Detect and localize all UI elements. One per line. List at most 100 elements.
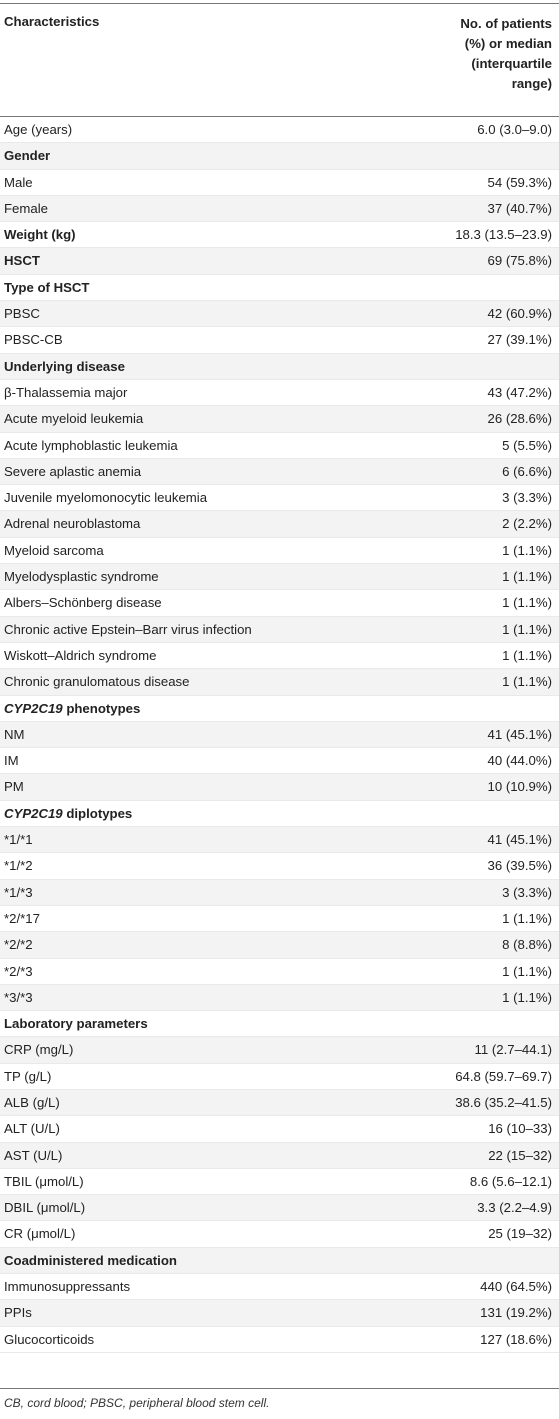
row-label: Wiskott–Aldrich syndrome [4,647,157,663]
table-body: Age (years) 6.0 (3.0–9.0) Gender Male 54 (59… [0,117,559,1353]
row-label: *1/*3 [4,884,33,900]
table-top-rule [0,3,559,4]
table-section-row: Weight (kg) 18.3 (13.5–23.9) [0,222,559,249]
table-section-row: Laboratory parameters [0,1011,559,1038]
row-label: TP (g/L) [4,1068,52,1084]
table-row: Severe aplastic anemia 6 (6.6%) [0,458,559,486]
row-value: 1 (1.1%) [502,674,552,690]
row-label: NM [4,726,25,742]
table-row: TBIL (μmol/L) 8.6 (5.6–12.1) [0,1169,559,1196]
table-row: Glucocorticoids 127 (18.6%) [0,1327,559,1353]
header-rule [0,116,559,117]
table-row: CRP (mg/L) 11 (2.7–44.1) [0,1037,559,1064]
row-value: 1 (1.1%) [502,569,552,585]
row-label: *2/*2 [4,937,33,953]
row-value: 3 (3.3%) [502,884,552,900]
row-label: Juvenile myelomonocytic leukemia [4,490,208,506]
table-section-row: Coadministered medication [0,1247,559,1275]
table-row: AST (U/L) 22 (15–32) [0,1142,559,1169]
table-row: Myelodysplastic syndrome 1 (1.1%) [0,564,559,591]
row-value: 131 (19.2%) [480,1305,552,1321]
table-row: *2/*2 8 (8.8%) [0,932,559,959]
table-row: Immunosuppressants 440 (64.5%) [0,1274,559,1301]
table-row: Male 54 (59.3%) [0,170,559,196]
row-label: ALB (g/L) [4,1094,60,1110]
row-label: Albers–Schönberg disease [4,595,162,611]
row-value: 2 (2.2%) [502,516,552,532]
row-label: *3/*3 [4,989,33,1005]
row-label: Adrenal neuroblastoma [4,516,141,532]
row-label: CYP2C19 phenotypes [4,696,140,722]
row-value: 1 (1.1%) [502,621,552,637]
header-characteristics: Characteristics [4,14,100,29]
row-value: 11 (2.7–44.1) [474,1042,552,1058]
header-value-line: (interquartile [471,56,552,71]
row-label: AST (U/L) [4,1147,63,1163]
row-value: 64.8 (59.7–69.7) [455,1068,552,1084]
table-row: Chronic active Epstein–Barr virus infect… [0,616,559,643]
table-section-row: Underlying disease [0,353,559,380]
table-section-row: Gender [0,143,559,170]
row-value: 54 (59.3%) [487,174,552,190]
table-row: Juvenile myelomonocytic leukemia 3 (3.3%) [0,485,559,512]
row-label: Acute lymphoblastic leukemia [4,437,178,453]
row-value: 38.6 (35.2–41.5) [455,1094,552,1110]
table-row: PPIs 131 (19.2%) [0,1300,559,1327]
row-label: HSCT [4,253,40,269]
row-label: CR (μmol/L) [4,1226,76,1242]
row-label: *1/*1 [4,832,33,848]
table-section-row: HSCT 69 (75.8%) [0,248,559,275]
row-label: Type of HSCT [4,279,90,295]
table-row: Myeloid sarcoma 1 (1.1%) [0,538,559,565]
table-row: Albers–Schönberg disease 1 (1.1%) [0,590,559,617]
row-label: Gender [4,148,51,164]
table-footnote: CB, cord blood; PBSC, peripheral blood s… [4,1396,270,1410]
row-value: 6 (6.6%) [502,463,552,479]
row-label: *1/*2 [4,858,33,874]
row-label: PBSC [4,306,40,322]
row-value: 8.6 (5.6–12.1) [469,1173,552,1189]
row-label: Female [4,200,48,216]
row-label: CYP2C19 diplotypes [4,801,132,827]
row-value: 1 (1.1%) [502,542,552,558]
row-value: 8 (8.8%) [502,937,552,953]
row-label-gene: CYP2C19 [4,805,63,821]
row-label: PPIs [4,1305,32,1321]
row-label: Myeloid sarcoma [4,542,104,558]
row-value: 127 (18.6%) [480,1331,552,1347]
row-value: 5 (5.5%) [502,437,552,453]
table-row: PBSC 42 (60.9%) [0,301,559,328]
table-section-row: CYP2C19 diplotypes [0,801,559,828]
table-section-row: CYP2C19 phenotypes [0,696,559,722]
table-row: Adrenal neuroblastoma 2 (2.2%) [0,511,559,538]
row-label: Underlying disease [4,358,125,374]
table-row: β-Thalassemia major 43 (47.2%) [0,380,559,407]
row-label: Severe aplastic anemia [4,463,142,479]
table-header: Characteristics No. of patients (%) or m… [0,7,559,113]
table-row: *3/*3 1 (1.1%) [0,984,559,1012]
row-value: 440 (64.5%) [480,1279,552,1295]
row-label: β-Thalassemia major [4,384,128,400]
row-value: 25 (19–32) [488,1226,552,1242]
table-row: ALT (U/L) 16 (10–33) [0,1116,559,1143]
row-label: IM [4,753,19,769]
row-label: Laboratory parameters [4,1016,148,1032]
table-row: ALB (g/L) 38.6 (35.2–41.5) [0,1089,559,1117]
row-label: Age (years) [4,122,73,137]
row-value: 69 (75.8%) [487,253,552,269]
header-value-line: No. of patients [460,16,552,31]
table-row: TP (g/L) 64.8 (59.7–69.7) [0,1064,559,1090]
row-value: 1 (1.1%) [502,963,552,979]
table-row: Chronic granulomatous disease 1 (1.1%) [0,669,559,696]
row-label: PBSC-CB [4,332,63,348]
row-value: 36 (39.5%) [487,858,552,874]
row-label: Acute myeloid leukemia [4,411,144,427]
row-label: Coadministered medication [4,1252,177,1268]
table-row: NM 41 (45.1%) [0,721,559,749]
row-value: 10 (10.9%) [487,779,552,795]
row-value: 1 (1.1%) [502,595,552,611]
row-value: 42 (60.9%) [487,306,552,322]
row-label: *2/*3 [4,963,33,979]
table-bottom-rule [0,1388,559,1389]
